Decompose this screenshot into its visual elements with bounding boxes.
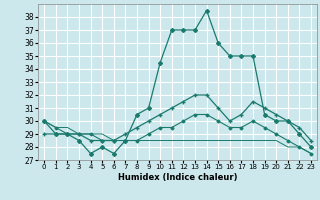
- X-axis label: Humidex (Indice chaleur): Humidex (Indice chaleur): [118, 173, 237, 182]
